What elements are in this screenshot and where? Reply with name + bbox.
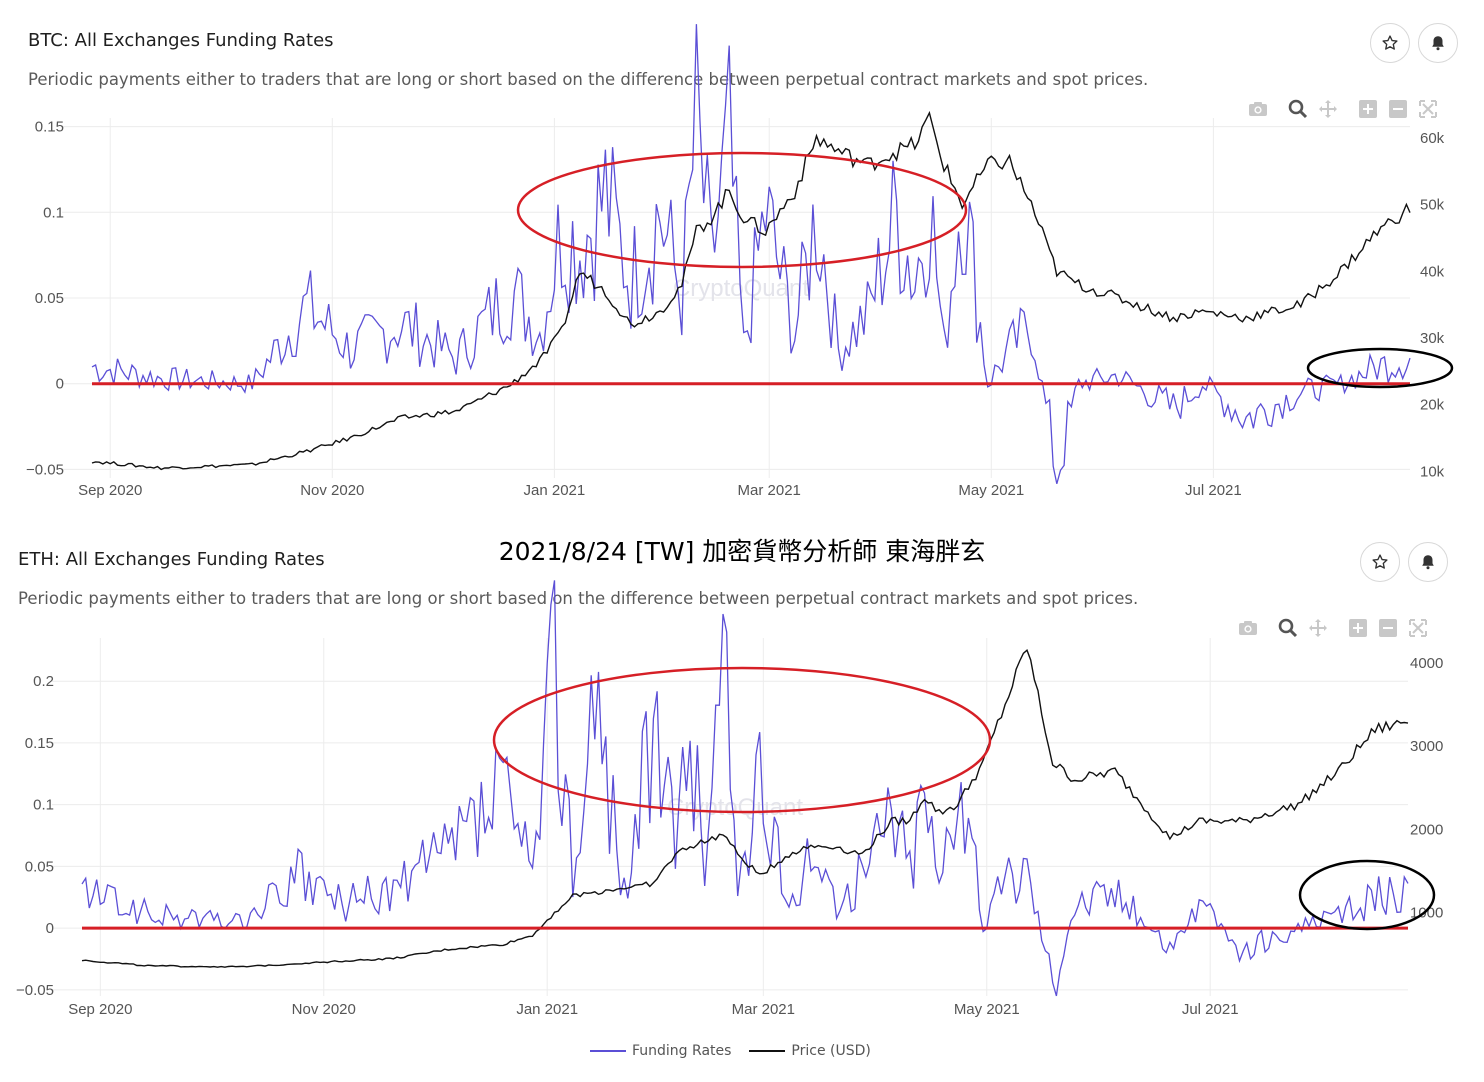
favorite-button[interactable] bbox=[1360, 542, 1400, 582]
eth-plot: Sep 2020 Nov 2020 Jan 2021 Mar 2021 May 2021… bbox=[16, 580, 1443, 1018]
btc-panel: BTC: All Exchanges Funding Rates Periodi… bbox=[0, 0, 1484, 520]
y-tick-label-left: 0.15 bbox=[35, 119, 64, 136]
y-tick-label-left: −0.05 bbox=[26, 461, 64, 478]
y-tick-label-left: 0.05 bbox=[25, 858, 54, 875]
y-tick-label-right: 40k bbox=[1420, 263, 1445, 280]
camera-icon bbox=[1249, 102, 1267, 116]
alert-button[interactable] bbox=[1418, 23, 1458, 63]
x-tick-label: Jan 2021 bbox=[524, 482, 586, 499]
x-tick-label: Nov 2020 bbox=[300, 482, 364, 499]
pan-button[interactable] bbox=[1318, 99, 1338, 119]
autoscale-button[interactable] bbox=[1408, 618, 1428, 638]
x-tick-label: Sep 2020 bbox=[78, 482, 142, 499]
bell-icon bbox=[1422, 555, 1434, 570]
funding-rate-line bbox=[81, 580, 1409, 997]
chart-toolbar bbox=[1238, 618, 1428, 638]
y-tick-label-left: 0.15 bbox=[25, 735, 54, 752]
star-icon bbox=[1382, 35, 1398, 50]
funding-rate-line bbox=[91, 24, 1411, 484]
autoscale-button[interactable] bbox=[1418, 99, 1438, 119]
y-tick-label-right: 30k bbox=[1420, 330, 1445, 347]
zoom-button[interactable] bbox=[1278, 618, 1298, 638]
y-tick-label-left: 0 bbox=[46, 920, 54, 937]
y-tick-label-right: 2000 bbox=[1410, 821, 1443, 838]
price-line bbox=[91, 110, 1411, 471]
legend-label-price: Price (USD) bbox=[791, 1043, 871, 1059]
legend-item-price[interactable]: Price (USD) bbox=[749, 1043, 871, 1059]
zoom-in-button[interactable] bbox=[1348, 618, 1368, 638]
camera-button[interactable] bbox=[1238, 618, 1258, 638]
red-annotation-ellipse-eth bbox=[492, 666, 992, 814]
camera-icon bbox=[1239, 621, 1257, 635]
y-tick-label-left: 0.1 bbox=[33, 797, 54, 814]
price-line bbox=[81, 649, 1409, 968]
x-tick-label: May 2021 bbox=[954, 1001, 1020, 1018]
favorite-button[interactable] bbox=[1370, 23, 1410, 63]
bell-icon bbox=[1432, 36, 1444, 51]
y-tick-label-right: 20k bbox=[1420, 397, 1445, 414]
camera-button[interactable] bbox=[1248, 99, 1268, 119]
zoom-out-icon bbox=[1389, 100, 1407, 118]
btc-plot: Sep 2020 Nov 2020 Jan 2021 Mar 2021 May 2021… bbox=[26, 24, 1445, 499]
zoom-button[interactable] bbox=[1288, 99, 1308, 119]
y-tick-label-left: 0.2 bbox=[33, 673, 54, 690]
y-tick-label-right: 50k bbox=[1420, 197, 1445, 214]
eth-panel: ETH: All Exchanges Funding Rates Periodi… bbox=[0, 520, 1484, 1040]
x-tick-label: Jul 2021 bbox=[1182, 1001, 1239, 1018]
x-tick-label: Jan 2021 bbox=[516, 1001, 578, 1018]
x-tick-label: Nov 2020 bbox=[292, 1001, 356, 1018]
zoom-in-icon bbox=[1349, 619, 1367, 637]
black-annotation-ellipse-btc bbox=[1306, 347, 1454, 389]
x-tick-label: May 2021 bbox=[958, 482, 1024, 499]
y-tick-label-right: 4000 bbox=[1410, 655, 1443, 672]
overlay-caption: 2021/8/24 [TW] 加密貨幣分析師 東海胖玄 bbox=[498, 537, 986, 566]
legend-item-funding[interactable]: Funding Rates bbox=[590, 1043, 731, 1059]
legend-swatch-funding bbox=[590, 1050, 626, 1052]
alert-button[interactable] bbox=[1408, 542, 1448, 582]
x-tick-label: Mar 2021 bbox=[732, 1001, 795, 1018]
y-tick-label-right: 60k bbox=[1420, 130, 1445, 147]
zoom-in-button[interactable] bbox=[1358, 99, 1378, 119]
legend-swatch-price bbox=[749, 1050, 786, 1052]
y-tick-label-right: 3000 bbox=[1410, 738, 1443, 755]
x-tick-label: Sep 2020 bbox=[68, 1001, 132, 1018]
autoscale-icon bbox=[1409, 619, 1427, 637]
x-tick-label: Mar 2021 bbox=[738, 482, 801, 499]
zoom-icon bbox=[1278, 618, 1298, 638]
y-tick-label-left: 0 bbox=[56, 376, 64, 393]
chart-subtitle: Periodic payments either to traders that… bbox=[18, 589, 1139, 608]
chart-title: ETH: All Exchanges Funding Rates bbox=[18, 549, 325, 570]
star-icon bbox=[1372, 554, 1388, 569]
y-tick-label-left: 0.1 bbox=[43, 204, 64, 221]
y-tick-label-right: 10k bbox=[1420, 463, 1445, 480]
watermark: CryptoQuant bbox=[667, 794, 803, 821]
zoom-out-button[interactable] bbox=[1378, 618, 1398, 638]
zoom-out-button[interactable] bbox=[1388, 99, 1408, 119]
y-tick-label-left: −0.05 bbox=[16, 982, 54, 999]
red-annotation-ellipse-btc bbox=[516, 151, 968, 269]
pan-icon bbox=[1319, 100, 1337, 118]
zoom-in-icon bbox=[1359, 100, 1377, 118]
x-tick-label: Jul 2021 bbox=[1185, 482, 1242, 499]
pan-icon bbox=[1309, 619, 1327, 637]
chart-title: BTC: All Exchanges Funding Rates bbox=[28, 30, 334, 51]
legend: Funding Rates Price (USD) bbox=[590, 1043, 871, 1059]
black-annotation-ellipse-eth bbox=[1298, 859, 1436, 931]
chart-toolbar bbox=[1248, 99, 1438, 119]
zoom-out-icon bbox=[1379, 619, 1397, 637]
y-tick-label-left: 0.05 bbox=[35, 290, 64, 307]
autoscale-icon bbox=[1419, 100, 1437, 118]
pan-button[interactable] bbox=[1308, 618, 1328, 638]
legend-label-funding: Funding Rates bbox=[632, 1043, 732, 1059]
chart-subtitle: Periodic payments either to traders that… bbox=[28, 70, 1149, 89]
zoom-icon bbox=[1288, 99, 1308, 119]
